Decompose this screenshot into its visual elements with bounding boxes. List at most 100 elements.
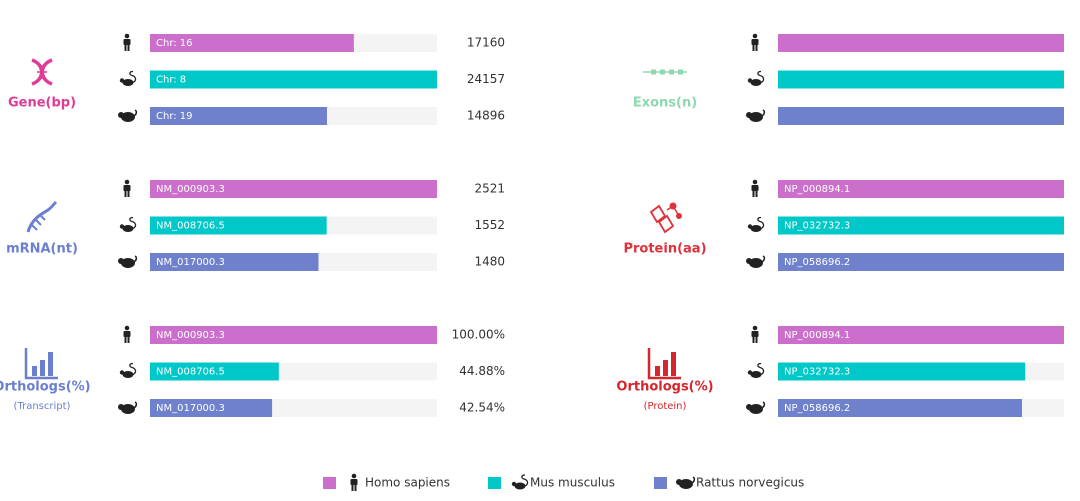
bar [778,253,1064,271]
orthologs-icon [24,348,58,380]
bar-label: NM_000903.3 [156,330,225,341]
icon-part [750,371,762,378]
bar [150,70,437,89]
icon-part [761,109,766,117]
icon-part [351,473,357,479]
bar [778,34,1064,52]
icon-part [678,69,683,75]
icon-part [354,485,357,491]
bar [778,326,1064,344]
icon-part [749,404,763,414]
panel-title: Orthologs(%) [616,380,713,395]
icon-part [663,360,668,376]
bar [150,399,273,417]
value-label: 14896 [467,109,505,123]
legend-label: Mus musculus [530,476,615,490]
icon-part [32,366,37,376]
icon-part [676,479,682,485]
icon-part [752,33,758,39]
bar-label: NM_017000.3 [156,257,225,268]
icon-part [514,482,526,490]
icon-part [122,79,134,86]
icon-part [127,45,130,51]
species-icon [751,325,759,343]
icon-part [511,481,517,487]
icon-part [750,79,762,86]
bar [150,216,327,235]
icon-part [37,65,47,79]
icon-part [755,191,758,197]
icon-part [752,179,758,185]
species-icon [746,109,766,122]
icon-part [751,185,759,191]
icon-part [133,255,138,263]
species-icon [119,362,137,378]
panel-title: Gene(bp) [8,96,76,111]
legend-swatch [488,477,501,489]
bar [150,326,437,344]
icon-part [118,404,124,410]
bar [778,70,1064,89]
species-icon [123,179,131,197]
icon-part [755,337,758,343]
value-label: 1480 [474,255,505,269]
icon-part [133,401,138,409]
bar-label: NP_058696.2 [784,257,850,268]
icon-part [750,225,762,232]
protein-icon [649,202,682,234]
icon-part [761,255,766,263]
species-icon [123,33,131,51]
value-label: 2521 [474,182,505,196]
species-icon [118,401,138,414]
species-icon [123,325,131,343]
icon-part [119,224,125,229]
legend-swatch [323,477,336,489]
icon-part [121,404,135,414]
icon-part [118,258,124,264]
orthologs-icon [647,348,681,380]
bar [150,180,437,198]
icon-part [521,474,529,487]
bar-label: NP_058696.2 [784,403,850,414]
bar-label: NP_000894.1 [784,184,850,195]
icon-part [122,225,134,232]
panel-subtitle: (Transcript) [14,401,71,412]
icon-part [119,78,125,83]
icon-part [40,360,45,376]
mrna-icon [26,200,58,233]
icon-part [121,258,135,268]
icon-part [127,337,130,343]
bar-label: NM_008706.5 [156,367,225,378]
icon-part [752,45,755,51]
icon-part [660,69,665,75]
icon-part [124,191,127,197]
icon-part [24,348,58,380]
icon-part [747,224,753,229]
icon-part [26,200,58,233]
icon-part [746,404,752,410]
species-icon [746,255,766,268]
bar [778,180,1064,198]
icon-part [666,204,680,217]
icon-part [691,476,696,484]
value-label: 42.54% [459,401,505,415]
icon-part [123,331,131,337]
icon-part [757,216,765,230]
icon-part [751,39,759,45]
bar [778,107,1064,125]
icon-part [757,70,765,84]
icon-part [123,185,131,191]
icon-part [351,485,354,491]
icon-part [747,78,753,83]
panel-title: mRNA(nt) [6,242,78,257]
bar-label: NP_032732.3 [784,221,850,232]
value-label: 1552 [474,218,505,232]
icon-part [119,370,125,375]
icon-part [746,112,752,118]
species-icon [119,216,137,232]
icon-part [124,45,127,51]
icon-part [30,214,46,231]
icon-part [124,325,130,331]
species-icon [676,476,696,489]
